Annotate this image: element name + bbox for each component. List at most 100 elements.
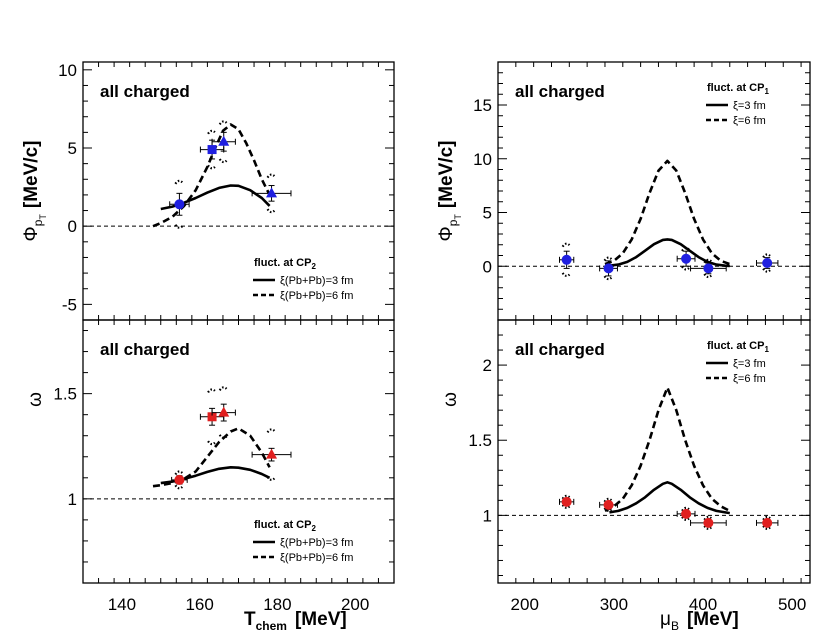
- legend-entry: ξ=6 fm: [733, 115, 766, 127]
- panel-bottom-right: 1 1.5 2 200 300 400 500 all charged fluct. at CP…: [440, 319, 811, 633]
- systematic-error-upper: [603, 497, 614, 503]
- data-point: [169, 179, 190, 229]
- y-tick-label: -5: [62, 295, 77, 314]
- series-curve-solid: [609, 481, 730, 515]
- y-tick-label: 1: [68, 490, 77, 509]
- systematic-error-upper: [174, 179, 185, 185]
- systematic-error-upper: [561, 242, 572, 248]
- y-tick-label: 5: [68, 139, 77, 158]
- series-curve-dashed: [152, 427, 271, 488]
- legend-entry: ξ=6 fm: [733, 373, 766, 385]
- circle-marker: [681, 253, 692, 264]
- panel-label: all charged: [100, 82, 190, 101]
- systematic-error-upper: [218, 386, 229, 391]
- legend-title: fluct. at CP1: [707, 82, 769, 96]
- data-point: [676, 506, 696, 521]
- x-tick-label: 500: [778, 595, 806, 614]
- legend-title: fluct. at CP1: [707, 340, 769, 354]
- y-tick-label: 2: [483, 356, 492, 375]
- data-point: [251, 173, 292, 214]
- y-tick-label: 15: [473, 96, 492, 115]
- y-tick-label: 0: [483, 257, 492, 276]
- plot-frame: [497, 319, 811, 584]
- data-point: [559, 242, 575, 278]
- x-tick-label: 200: [511, 595, 539, 614]
- legend-title: fluct. at CP2: [254, 519, 316, 533]
- y-axis-title: ΦpT[MeV/c]: [21, 141, 48, 242]
- legend-entry: ξ=3 fm: [733, 100, 766, 112]
- y-tick-label: 10: [473, 150, 492, 169]
- panel-label: all charged: [515, 82, 605, 101]
- legend: fluct. at CP2 ξ(Pb+Pb)=3 fm ξ(Pb+Pb)=6 fm: [253, 257, 353, 302]
- systematic-error-lower: [266, 476, 277, 481]
- systematic-error-lower: [561, 272, 572, 278]
- circle-marker: [703, 517, 714, 528]
- systematic-error-lower: [174, 484, 185, 490]
- circle-marker: [703, 263, 714, 274]
- circle-marker: [762, 258, 773, 269]
- legend-title: fluct. at CP2: [254, 257, 316, 271]
- systematic-error-lower: [207, 440, 217, 446]
- series-curve-dashed: [604, 159, 731, 266]
- systematic-error-lower: [703, 525, 714, 530]
- systematic-error-upper: [266, 173, 277, 179]
- x-tick-label: 180: [263, 595, 291, 614]
- triangle-marker: [218, 406, 230, 417]
- systematic-error-upper: [207, 129, 217, 135]
- x-tick-label: 400: [689, 595, 717, 614]
- y-tick-label: 1.5: [468, 431, 492, 450]
- triangle-marker: [218, 135, 230, 146]
- data-point: [211, 386, 236, 439]
- systematic-error-lower: [603, 507, 614, 512]
- panel-label: all charged: [515, 340, 605, 359]
- systematic-error-lower: [174, 224, 185, 229]
- legend-entry: ξ(Pb+Pb)=3 fm: [280, 537, 353, 549]
- y-axis-title: ω: [25, 392, 46, 407]
- data-point: [559, 494, 575, 509]
- triangle-marker: [266, 448, 278, 459]
- y-tick-label: 5: [483, 204, 492, 223]
- x-axis-title: Tchem [MeV]: [244, 609, 347, 633]
- systematic-error-upper: [266, 428, 277, 434]
- data-point: [171, 470, 188, 490]
- data-point: [676, 246, 696, 271]
- series-curve-dashed: [604, 386, 731, 513]
- systematic-error-lower: [762, 525, 773, 530]
- series-curve-solid: [609, 238, 730, 268]
- legend-entry: ξ(Pb+Pb)=6 fm: [280, 290, 353, 302]
- circle-marker: [174, 474, 185, 485]
- y-tick-label: 0: [68, 217, 77, 236]
- data-point: [690, 515, 727, 530]
- triangle-marker: [266, 187, 278, 198]
- systematic-error-upper: [703, 258, 714, 264]
- systematic-error-lower: [207, 164, 217, 170]
- y-axis-title: ΦpT[MeV/c]: [436, 141, 463, 242]
- circle-marker: [762, 517, 773, 528]
- systematic-error-upper: [703, 515, 714, 521]
- y-tick-label: 1.5: [53, 385, 77, 404]
- square-marker: [207, 145, 217, 155]
- x-tick-label: 140: [108, 595, 136, 614]
- panel-top-right: 0 5 10 15 all charged fluct. at CP1 ξ=3 fm ξ=6 …: [436, 61, 811, 321]
- systematic-error-upper: [174, 470, 185, 476]
- systematic-error-lower: [681, 265, 692, 271]
- panel-top-left: -5 0 5 10 all charged fluct. at CP2 ξ(Pb+Pb)=3…: [21, 61, 395, 321]
- systematic-error-lower: [218, 158, 229, 164]
- systematic-error-lower: [218, 434, 229, 439]
- data-point: [599, 256, 618, 281]
- systematic-error-upper: [207, 388, 217, 394]
- y-axis-title: ω: [440, 392, 461, 407]
- legend: fluct. at CP2 ξ(Pb+Pb)=3 fm ξ(Pb+Pb)=6 fm: [253, 519, 353, 564]
- panel-bottom-left: 1 1.5 140 160 180 200 all charged fluct. at CP2…: [25, 319, 395, 633]
- systematic-error-upper: [681, 506, 692, 512]
- data-point: [199, 129, 225, 170]
- systematic-error-upper: [681, 246, 692, 252]
- legend: fluct. at CP1 ξ=3 fm ξ=6 fm: [706, 340, 769, 385]
- x-tick-label: 160: [185, 595, 213, 614]
- circle-marker: [174, 199, 185, 210]
- legend-entry: ξ(Pb+Pb)=6 fm: [280, 552, 353, 564]
- legend-entry: ξ=3 fm: [733, 358, 766, 370]
- systematic-error-lower: [703, 273, 714, 279]
- circle-marker: [603, 499, 614, 510]
